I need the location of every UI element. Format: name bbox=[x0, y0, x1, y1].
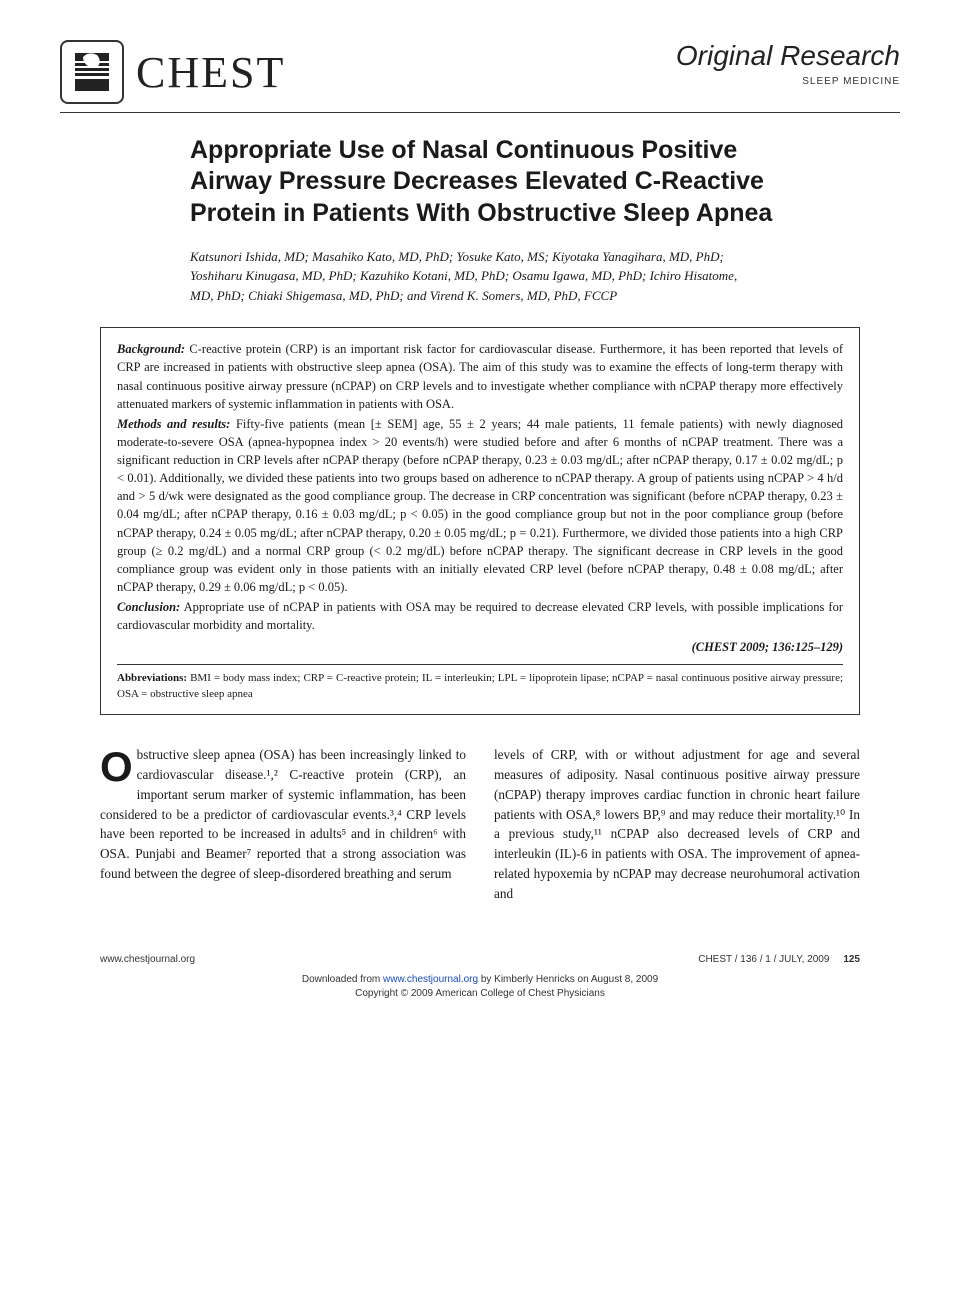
download-prefix: Downloaded from bbox=[302, 974, 383, 985]
abstract-box: Background: C-reactive protein (CRP) is … bbox=[100, 327, 860, 715]
section-subheading: SLEEP MEDICINE bbox=[676, 76, 900, 87]
background-text: C-reactive protein (CRP) is an important… bbox=[117, 342, 843, 410]
dropcap: O bbox=[100, 745, 137, 785]
abstract-methods: Methods and results: Fifty-five patients… bbox=[117, 415, 843, 596]
abstract-conclusion: Conclusion: Appropriate use of nCPAP in … bbox=[117, 598, 843, 634]
abbrev-text: BMI = body mass index; CRP = C-reactive … bbox=[117, 672, 843, 699]
download-link[interactable]: www.chestjournal.org bbox=[383, 974, 478, 985]
background-label: Background: bbox=[117, 342, 185, 356]
column-right: levels of CRP, with or without adjustmen… bbox=[494, 745, 860, 903]
methods-text: Fifty-five patients (mean [± SEM] age, 5… bbox=[117, 417, 843, 594]
page-footer: www.chestjournal.org CHEST / 136 / 1 / J… bbox=[100, 954, 860, 965]
author-list: Katsunori Ishida, MD; Masahiko Kato, MD,… bbox=[190, 247, 750, 306]
col1-text: bstructive sleep apnea (OSA) has been in… bbox=[100, 747, 466, 881]
download-suffix: by Kimberly Henricks on August 8, 2009 bbox=[478, 974, 658, 985]
methods-label: Methods and results: bbox=[117, 417, 230, 431]
footer-url: www.chestjournal.org bbox=[100, 954, 195, 965]
journal-name: CHEST bbox=[136, 47, 285, 98]
conclusion-label: Conclusion: bbox=[117, 600, 180, 614]
column-left: O bstructive sleep apnea (OSA) has been … bbox=[100, 745, 466, 903]
conclusion-text: Appropriate use of nCPAP in patients wit… bbox=[117, 600, 843, 632]
abstract-citation: (CHEST 2009; 136:125–129) bbox=[117, 638, 843, 656]
page-header: CHEST Original Research SLEEP MEDICINE bbox=[60, 40, 900, 113]
copyright-line: Copyright © 2009 American College of Che… bbox=[355, 988, 605, 999]
section-heading: Original Research bbox=[676, 40, 900, 72]
article-title: Appropriate Use of Nasal Continuous Posi… bbox=[190, 135, 810, 229]
abbreviations: Abbreviations: BMI = body mass index; CR… bbox=[117, 664, 843, 702]
footer-issue: CHEST / 136 / 1 / JULY, 2009 125 bbox=[698, 954, 860, 965]
section-block: Original Research SLEEP MEDICINE bbox=[676, 40, 900, 87]
journal-logo-block: CHEST bbox=[60, 40, 285, 104]
chest-logo-icon bbox=[60, 40, 124, 104]
download-note: Downloaded from www.chestjournal.org by … bbox=[60, 973, 900, 1001]
abstract-background: Background: C-reactive protein (CRP) is … bbox=[117, 340, 843, 413]
col2-text: levels of CRP, with or without adjustmen… bbox=[494, 747, 860, 901]
abbrev-label: Abbreviations: bbox=[117, 672, 187, 684]
body-text: O bstructive sleep apnea (OSA) has been … bbox=[100, 745, 860, 903]
